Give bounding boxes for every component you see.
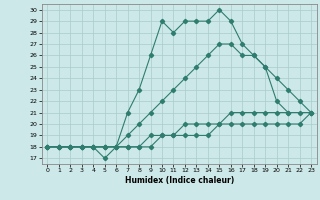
- X-axis label: Humidex (Indice chaleur): Humidex (Indice chaleur): [124, 176, 234, 185]
